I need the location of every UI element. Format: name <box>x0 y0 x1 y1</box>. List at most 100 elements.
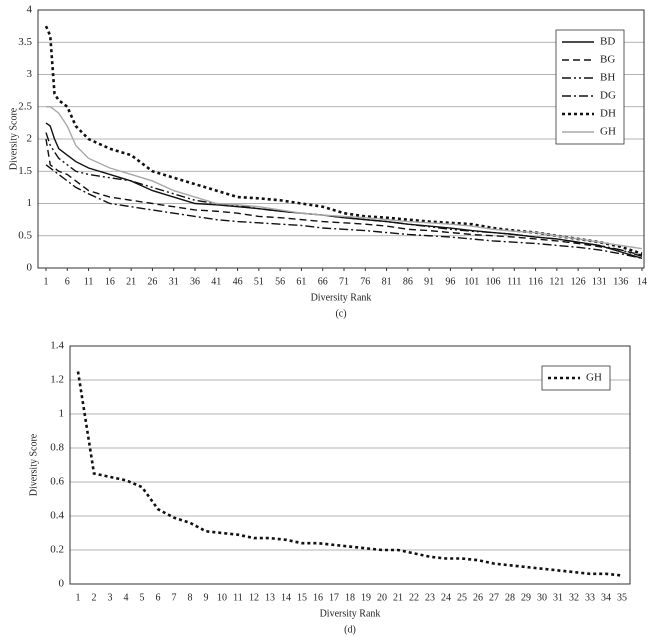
y-tick-label: 1.5 <box>18 165 32 177</box>
x-tick-label: 11 <box>233 592 243 603</box>
x-tick-label: 26 <box>473 592 483 603</box>
x-tick-label: 21 <box>393 592 403 603</box>
y-tick-label: 1.2 <box>50 374 64 386</box>
plot-frame <box>69 345 631 585</box>
x-tick-label: 34 <box>601 592 611 603</box>
legend-label: BG <box>600 54 615 66</box>
x-tick-label: 24 <box>441 592 451 603</box>
y-tick-label: 1 <box>27 197 33 209</box>
x-tick-label: 23 <box>425 592 435 603</box>
plot-frame <box>37 9 645 269</box>
x-tick-label: 28 <box>505 592 515 603</box>
caption: (d) <box>344 624 356 635</box>
x-tick-label: 46 <box>233 276 243 287</box>
y-tick-label: 2.5 <box>18 100 32 112</box>
series-line <box>46 106 643 250</box>
x-tick-label: 41 <box>211 276 221 287</box>
x-tick-label: 15 <box>297 592 307 603</box>
x-tick-label: 86 <box>403 276 413 287</box>
series-line <box>45 138 643 256</box>
x-axis-title: Diversity Rank <box>320 608 381 619</box>
x-tick-label: 136 <box>613 276 628 287</box>
x-tick-label: 10 <box>217 592 227 603</box>
x-tick-label: 32 <box>569 592 579 603</box>
x-tick-label: 22 <box>409 592 419 603</box>
legend-label: DG <box>600 90 616 102</box>
y-tick-label: 0.5 <box>18 229 32 241</box>
legend-label: GH <box>600 126 616 138</box>
legend-box <box>541 365 611 391</box>
x-tick-label: 31 <box>553 592 563 603</box>
x-tick-label: 2 <box>92 592 97 603</box>
x-tick-label: 116 <box>528 276 543 287</box>
x-tick-label: 4 <box>124 592 129 603</box>
legend-label: BD <box>600 36 615 48</box>
x-tick-label: 19 <box>361 592 371 603</box>
x-tick-label: 101 <box>464 276 479 287</box>
x-tick-label: 30 <box>537 592 547 603</box>
x-tick-label: 96 <box>445 276 455 287</box>
x-tick-label: 6 <box>156 592 161 603</box>
x-tick-label: 14 <box>637 276 647 287</box>
x-tick-label: 111 <box>507 276 521 287</box>
series-line <box>45 132 643 258</box>
x-tick-label: 106 <box>486 276 501 287</box>
y-tick-label: 1 <box>59 408 65 420</box>
y-tick-label: 2 <box>27 133 33 145</box>
series-line <box>45 164 643 260</box>
x-tick-label: 14 <box>281 592 291 603</box>
x-tick-label: 1 <box>44 276 49 287</box>
y-tick-label: 1.4 <box>50 340 64 352</box>
x-tick-label: 6 <box>65 276 70 287</box>
x-tick-label: 18 <box>345 592 355 603</box>
y-tick-label: 0.2 <box>50 544 64 556</box>
x-tick-label: 126 <box>571 276 586 287</box>
x-tick-label: 21 <box>126 276 136 287</box>
x-tick-label: 12 <box>249 592 259 603</box>
x-tick-label: 33 <box>585 592 595 603</box>
y-tick-label: 0.4 <box>50 510 64 522</box>
series-line <box>44 25 643 256</box>
x-tick-label: 3 <box>108 592 113 603</box>
x-tick-label: 5 <box>140 592 145 603</box>
y-tick-label: 0 <box>27 262 33 274</box>
x-tick-label: 61 <box>296 276 306 287</box>
y-tick-label: 3.5 <box>18 36 32 48</box>
x-tick-label: 51 <box>254 276 264 287</box>
x-tick-label: 66 <box>318 276 328 287</box>
x-tick-label: 36 <box>190 276 200 287</box>
legend-box <box>555 29 625 145</box>
x-tick-label: 16 <box>105 276 115 287</box>
x-tick-label: 13 <box>265 592 275 603</box>
x-tick-label: 71 <box>339 276 349 287</box>
series-line <box>76 371 623 577</box>
y-tick-label: 0 <box>59 578 65 590</box>
x-tick-label: 81 <box>382 276 392 287</box>
legend-label: GH <box>586 372 602 384</box>
x-tick-label: 1 <box>76 592 81 603</box>
x-tick-label: 26 <box>147 276 157 287</box>
y-tick-label: 4 <box>27 4 33 16</box>
x-tick-label: 27 <box>489 592 499 603</box>
y-tick-label: 0.6 <box>50 476 64 488</box>
legend-label: BH <box>600 72 615 84</box>
x-tick-label: 121 <box>549 276 564 287</box>
x-tick-label: 131 <box>592 276 607 287</box>
x-tick-label: 9 <box>204 592 209 603</box>
y-axis-title: Diversity Score <box>8 107 19 170</box>
y-tick-label: 0.8 <box>50 442 64 454</box>
x-tick-label: 11 <box>84 276 94 287</box>
x-tick-label: 56 <box>275 276 285 287</box>
legend-label: DH <box>600 108 616 120</box>
x-tick-label: 20 <box>377 592 387 603</box>
x-tick-label: 16 <box>313 592 323 603</box>
x-tick-label: 31 <box>169 276 179 287</box>
x-tick-label: 29 <box>521 592 531 603</box>
x-tick-label: 35 <box>617 592 627 603</box>
caption: (c) <box>335 308 346 319</box>
x-tick-label: 8 <box>188 592 193 603</box>
x-axis-title: Diversity Rank <box>311 292 372 303</box>
x-tick-label: 25 <box>457 592 467 603</box>
y-axis-title: Diversity Score <box>28 433 39 496</box>
